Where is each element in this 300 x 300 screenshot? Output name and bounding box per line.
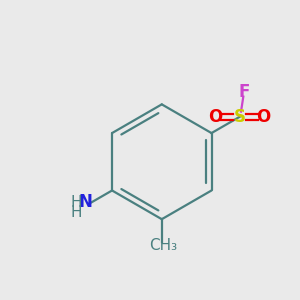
Text: H: H	[71, 195, 82, 210]
Text: O: O	[208, 108, 223, 126]
Text: N: N	[78, 194, 92, 211]
Text: F: F	[238, 83, 250, 101]
Text: S: S	[234, 108, 246, 126]
Text: H: H	[71, 205, 82, 220]
Text: CH₃: CH₃	[149, 238, 177, 253]
Text: O: O	[256, 108, 271, 126]
